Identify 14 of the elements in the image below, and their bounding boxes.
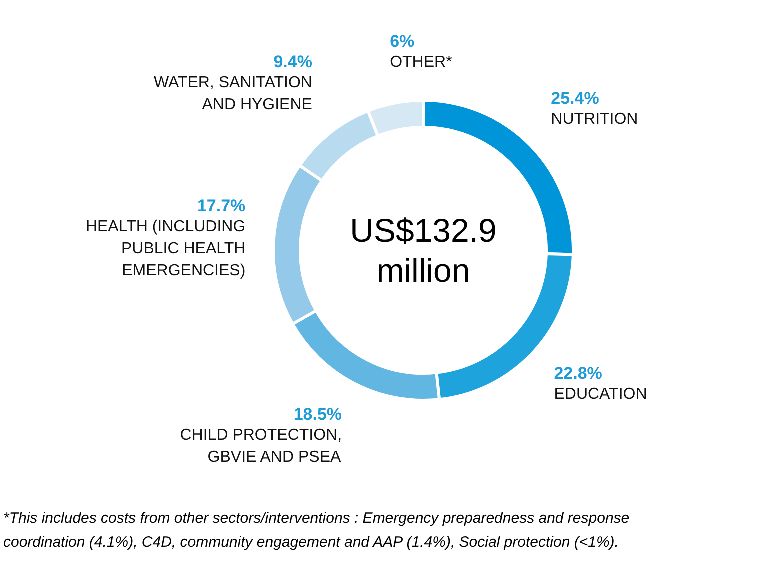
data-label: 25.4%: [551, 89, 600, 108]
text: US$132.9 million: [350, 212, 497, 289]
slice-label: NUTRITION: [551, 111, 638, 128]
slice-label: EDUCATION: [554, 386, 648, 404]
data-label: 18.5%: [294, 405, 342, 424]
slice-label: CHILD PROTECTION, GBVIE AND PSEA: [180, 427, 342, 466]
text: *This includes costs from other sectors/interventions : Emergency preparedness and response coordination (4.1%), C4D, community engagement and AAP (1.4%), Social protection (<1%).: [4, 510, 630, 551]
data-label: 17.7%: [197, 196, 246, 216]
data-label: 22.8%: [554, 364, 602, 384]
slice-label: HEALTH (INCLUDING PUBLIC HEALTH EMERGENCIES): [86, 218, 246, 280]
slice-label: WATER, SANITATION AND HYGIENE: [154, 74, 312, 114]
slice-label: OTHER*: [390, 54, 452, 72]
data-label: 9.4%: [274, 52, 312, 72]
data-label: 6%: [390, 32, 415, 52]
